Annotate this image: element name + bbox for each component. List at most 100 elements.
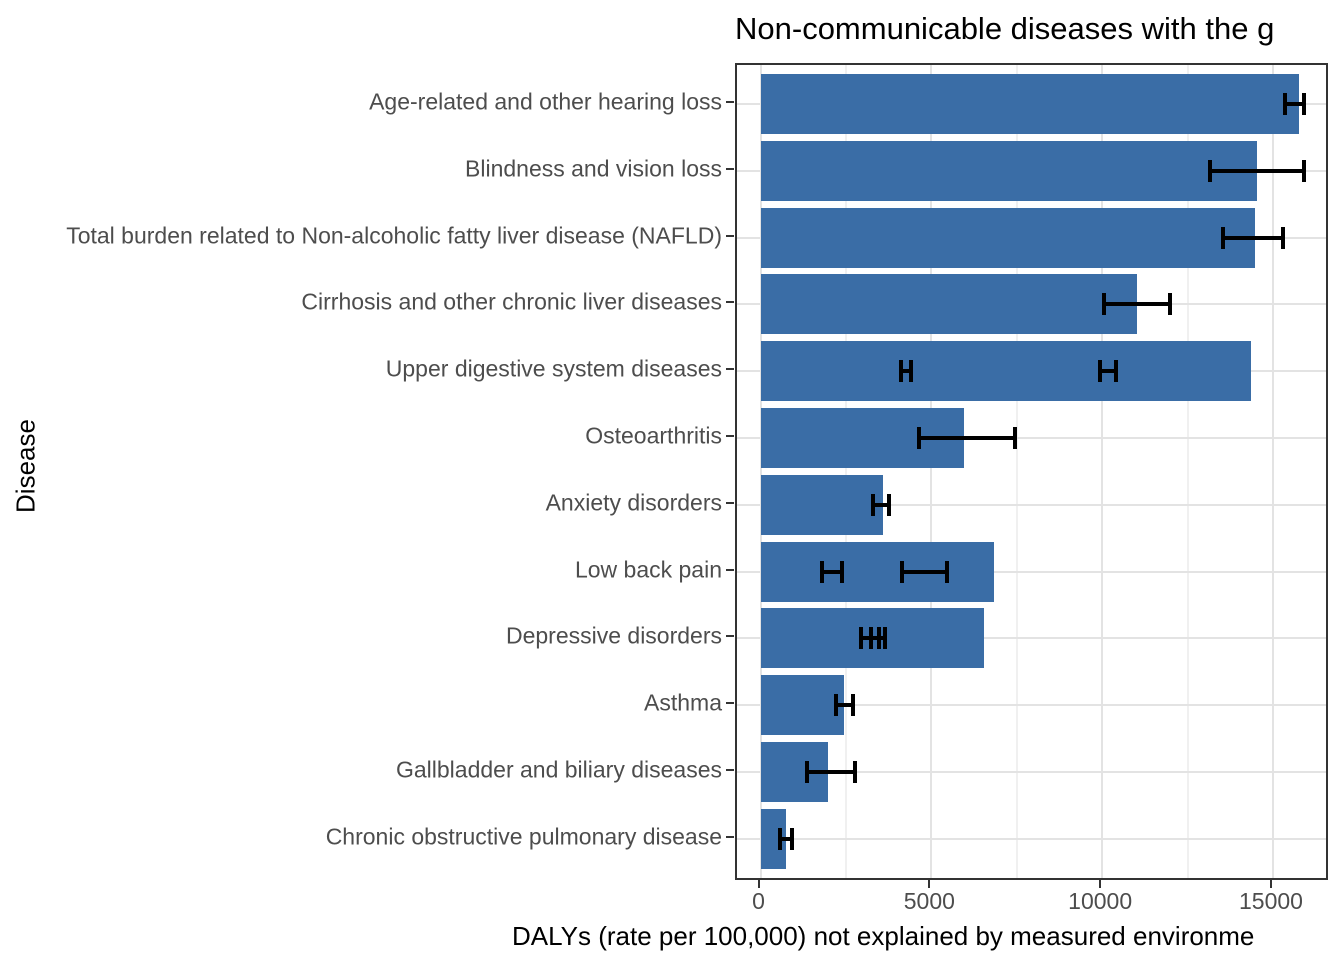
y-tick-mark — [726, 101, 734, 103]
y-tick-mark — [726, 167, 734, 170]
gridline-major-horizontal — [737, 771, 1326, 773]
y-tick-label: Total burden related to Non-alcoholic fa… — [66, 222, 722, 249]
y-tick-label: Anxiety disorders — [545, 489, 722, 516]
error-bar-cap-low — [1221, 226, 1226, 249]
error-bar-cap-low — [778, 827, 783, 850]
y-tick-mark — [726, 835, 734, 838]
y-tick-mark — [726, 234, 734, 237]
error-bar-cap-high — [908, 360, 913, 383]
x-tick-label: 10000 — [1068, 888, 1133, 914]
error-bar-cap-low — [1207, 159, 1212, 182]
error-bar-line — [780, 836, 792, 841]
error-bar-cap-low — [1102, 293, 1107, 316]
error-bar-cap-low — [1097, 360, 1102, 383]
error-bar-line — [1099, 369, 1116, 374]
error-bar-line — [806, 770, 856, 774]
y-tick-label: Gallbladder and biliary diseases — [395, 756, 722, 783]
gridline-major-horizontal — [737, 570, 1326, 573]
error-bar-line — [822, 569, 843, 574]
error-bar-cap-high — [945, 560, 950, 583]
chart-title: Non-communicable diseases with the g — [735, 11, 1275, 46]
bar — [760, 140, 1257, 201]
gridline-major-horizontal — [737, 704, 1326, 707]
x-tick-label: 15000 — [1239, 888, 1303, 914]
error-bar-line — [919, 436, 1016, 440]
error-bar-cap-high — [789, 827, 794, 850]
gridline-minor-vertical — [844, 65, 847, 878]
x-tick-mark — [928, 880, 931, 888]
error-bar-cap-low — [869, 627, 874, 650]
error-bar-line — [900, 369, 911, 374]
error-bar-cap-low — [917, 427, 922, 449]
error-bar-cap-low — [804, 761, 809, 783]
gridline-major-horizontal — [737, 503, 1326, 506]
error-bar-cap-high — [1113, 360, 1118, 383]
error-bar-cap-high — [851, 694, 856, 717]
y-tick-label: Chronic obstructive pulmonary disease — [325, 823, 722, 850]
error-bar-line — [1223, 235, 1284, 240]
x-tick-label: 5000 — [903, 888, 955, 914]
error-bar-line — [871, 636, 886, 641]
error-bar-cap-high — [840, 560, 845, 583]
y-tick-label: Osteoarthritis — [585, 422, 722, 449]
error-bar-line — [872, 502, 889, 507]
error-bar-cap-high — [1168, 293, 1173, 316]
y-tick-mark — [726, 501, 734, 504]
error-bar-line — [1104, 302, 1171, 307]
x-tick-mark — [1270, 880, 1272, 888]
error-bar-cap-low — [858, 627, 863, 650]
y-tick-label: Asthma — [644, 689, 722, 716]
y-tick-mark — [726, 568, 734, 571]
error-bar-cap-low — [899, 560, 904, 583]
y-tick-mark — [726, 635, 734, 638]
bar — [760, 207, 1256, 268]
error-bar-line — [1209, 168, 1304, 173]
error-bar-cap-high — [886, 493, 891, 516]
error-bar-cap-high — [1301, 93, 1306, 115]
error-bar-cap-high — [1013, 427, 1018, 449]
gridline-major-horizontal — [737, 637, 1326, 640]
gridline-major-vertical — [1101, 65, 1104, 878]
y-tick-label: Age-related and other hearing loss — [369, 88, 722, 115]
y-tick-label: Cirrhosis and other chronic liver diseas… — [301, 288, 722, 315]
gridline-minor-vertical — [1015, 65, 1018, 878]
gridline-major-vertical — [1272, 65, 1274, 878]
gridline-major-vertical — [930, 65, 933, 878]
bar — [760, 341, 1252, 402]
error-bar-cap-low — [870, 493, 875, 516]
bar — [760, 274, 1138, 335]
error-bar-line — [901, 569, 948, 574]
x-tick-mark — [1099, 880, 1102, 888]
error-bar-cap-high — [1281, 226, 1286, 249]
x-axis-title: DALYs (rate per 100,000) not explained b… — [512, 921, 1255, 951]
bar — [760, 474, 884, 535]
y-tick-label: Depressive disorders — [505, 622, 722, 649]
y-tick-mark — [726, 368, 734, 371]
chart-panel — [735, 63, 1328, 880]
error-bar-cap-low — [834, 694, 838, 717]
x-tick-mark — [757, 880, 760, 888]
y-tick-mark — [726, 702, 734, 705]
gridline-minor-vertical — [1186, 65, 1189, 878]
gridline-major-horizontal — [737, 437, 1326, 439]
y-tick-mark — [726, 435, 734, 437]
error-bar-cap-high — [883, 627, 888, 650]
bar — [760, 74, 1299, 134]
y-tick-label: Low back pain — [574, 556, 722, 583]
error-bar-line — [1284, 102, 1304, 106]
bar — [760, 541, 995, 602]
bar — [760, 675, 844, 736]
gridline-major-horizontal — [737, 837, 1326, 840]
error-bar-line — [836, 703, 854, 708]
error-bar-cap-low — [820, 560, 824, 583]
y-tick-label: Blindness and vision loss — [465, 155, 722, 182]
error-bar-cap-low — [1282, 93, 1287, 115]
y-tick-mark — [726, 301, 734, 304]
y-axis-title: Disease — [10, 419, 41, 513]
y-tick-label: Upper digestive system diseases — [385, 355, 722, 382]
x-tick-label: 0 — [752, 888, 765, 914]
error-bar-cap-high — [853, 761, 858, 783]
error-bar-cap-low — [898, 360, 903, 383]
y-tick-mark — [726, 769, 734, 771]
